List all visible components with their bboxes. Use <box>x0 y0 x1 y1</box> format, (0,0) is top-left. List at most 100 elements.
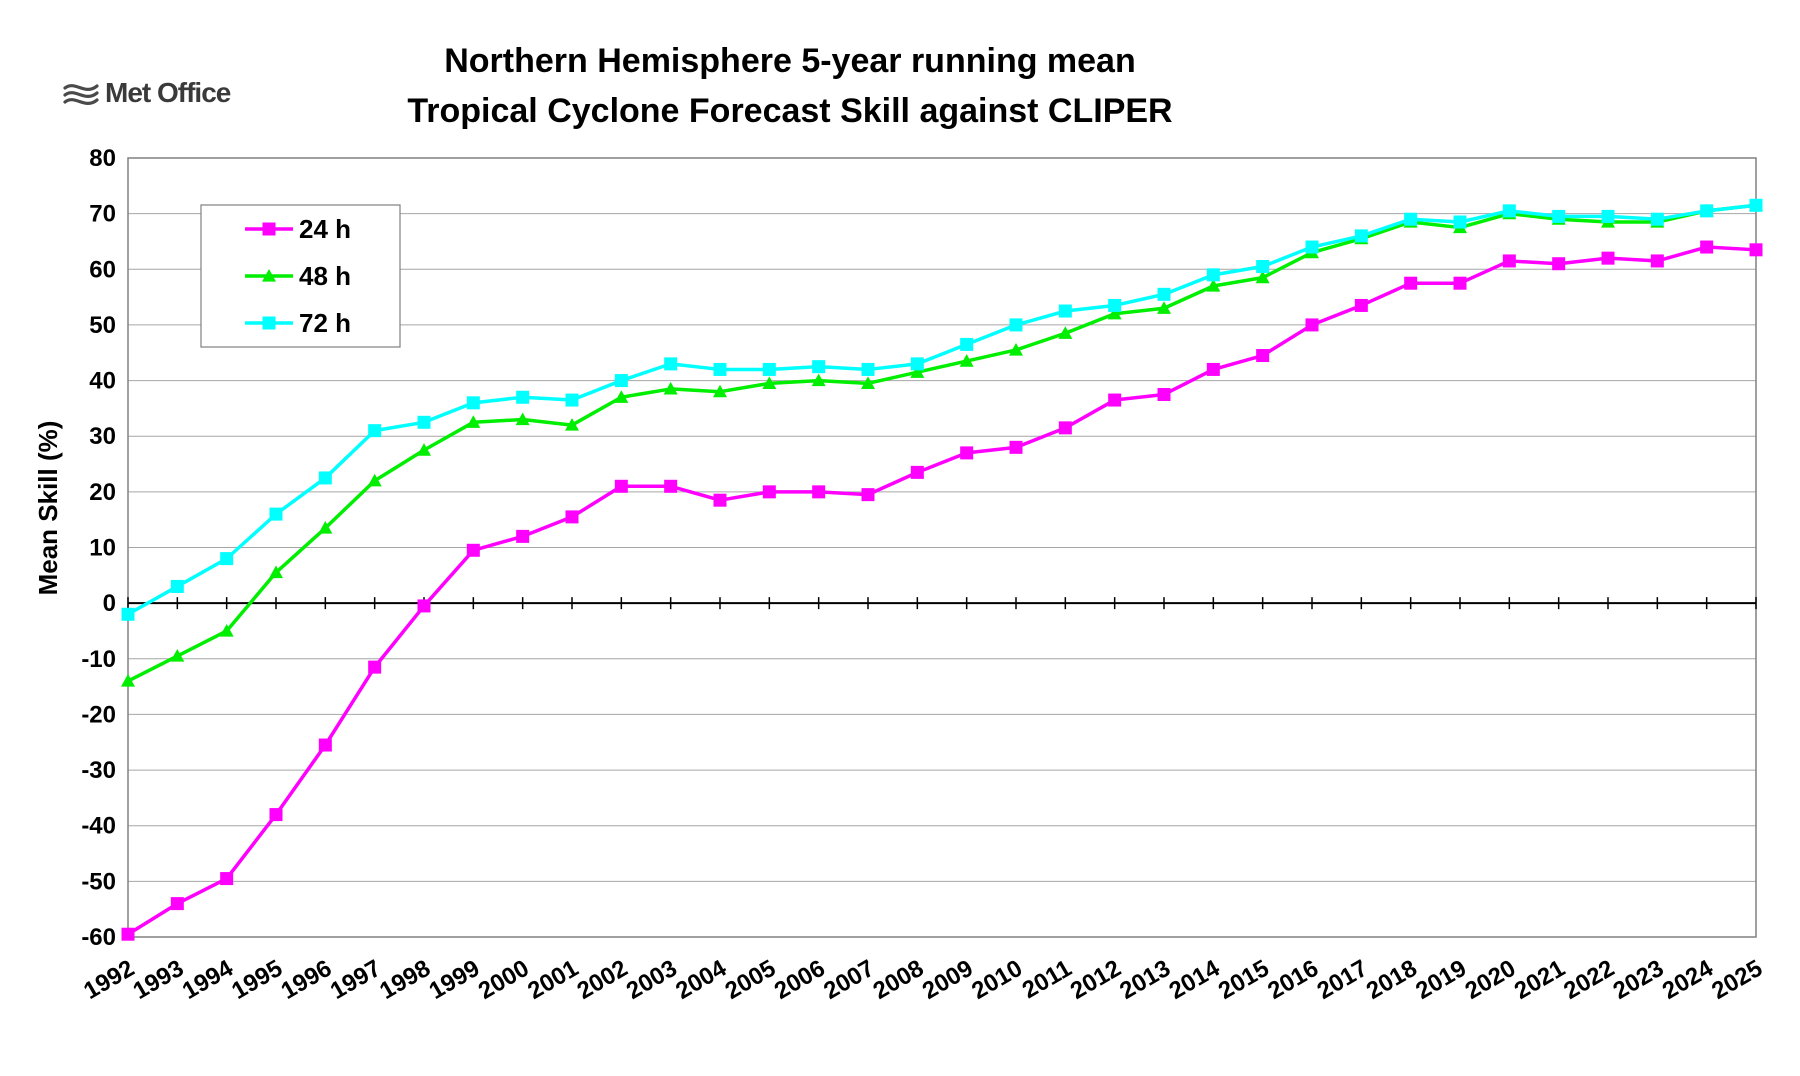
y-tick-label: -20 <box>81 701 116 728</box>
data-point <box>1009 440 1023 454</box>
data-point <box>1650 212 1664 226</box>
data-point <box>170 649 185 662</box>
data-point <box>960 446 974 460</box>
data-point <box>1552 209 1566 223</box>
data-point <box>565 393 579 407</box>
data-point <box>220 872 234 886</box>
y-tick-label: -30 <box>81 757 116 784</box>
data-point <box>1157 387 1171 401</box>
data-point <box>516 390 530 404</box>
data-point <box>1650 254 1664 268</box>
data-point <box>811 373 826 387</box>
data-point <box>1009 318 1023 332</box>
data-point <box>318 738 332 752</box>
series-24h <box>121 240 1763 941</box>
data-point <box>959 354 974 367</box>
y-tick-label: -50 <box>81 868 116 895</box>
data-point <box>1453 215 1467 229</box>
data-point <box>516 529 530 543</box>
data-point <box>1601 209 1615 223</box>
data-point <box>1502 254 1516 268</box>
data-point <box>1749 198 1763 212</box>
data-point <box>565 510 579 524</box>
data-point <box>466 543 480 557</box>
data-point <box>1749 243 1763 257</box>
data-point <box>1255 270 1270 284</box>
legend-label: 24 h <box>299 214 351 244</box>
data-point <box>1354 229 1368 243</box>
data-point <box>417 443 431 456</box>
data-point <box>1305 318 1319 332</box>
legend: 24 h 48 h 72 h <box>200 204 401 348</box>
data-point <box>1404 212 1418 226</box>
data-point <box>269 507 283 521</box>
data-point <box>762 362 776 376</box>
y-tick-label: 40 <box>89 368 116 395</box>
data-point <box>367 473 382 487</box>
plot-area: 80706050403020100-10-20-30-40-50-6019921… <box>79 145 1767 1005</box>
data-point <box>762 376 777 389</box>
data-point <box>1700 240 1714 254</box>
data-point <box>1305 240 1319 254</box>
met-office-logo: Met Office <box>63 77 232 108</box>
data-point <box>713 384 727 398</box>
data-point <box>1108 298 1122 312</box>
plot-border <box>127 157 1757 938</box>
data-point <box>1206 362 1220 376</box>
y-tick-label: -40 <box>81 813 116 840</box>
y-tick-label: 50 <box>89 312 116 339</box>
legend-label: 72 h <box>299 308 351 338</box>
data-point <box>910 365 925 378</box>
data-point <box>1256 349 1270 363</box>
data-point <box>1601 251 1615 265</box>
data-point <box>1256 260 1270 274</box>
x-tick-label: 2025 <box>1707 955 1767 1005</box>
chart-title: Northern Hemisphere 5-year running mean <box>444 42 1136 80</box>
series-line <box>127 203 1757 683</box>
data-point <box>368 424 382 438</box>
data-point <box>1058 421 1072 435</box>
data-point <box>121 607 135 621</box>
data-point <box>1206 268 1220 282</box>
data-point <box>170 579 184 593</box>
series-72h <box>121 198 1763 621</box>
data-point <box>1404 276 1418 290</box>
data-point <box>318 471 332 485</box>
data-point <box>269 565 283 579</box>
data-point <box>861 488 875 502</box>
y-axis-title: Mean Skill (%) <box>33 421 63 596</box>
y-tick-label: 60 <box>89 256 116 283</box>
data-point <box>664 357 678 371</box>
legend-item: 24 h <box>245 214 351 244</box>
y-tick-label: -60 <box>81 924 116 951</box>
data-point <box>466 415 481 428</box>
data-point <box>713 493 727 507</box>
data-point <box>664 479 678 493</box>
y-tick-label: -10 <box>81 646 116 673</box>
data-point <box>220 552 234 566</box>
chart-subtitle: Tropical Cyclone Forecast Skill against … <box>407 92 1172 130</box>
data-point <box>614 390 629 403</box>
logo-text: Met Office <box>105 77 231 108</box>
legend-box <box>200 204 401 348</box>
data-point <box>861 362 875 376</box>
data-point <box>368 660 382 674</box>
y-tick-label: 10 <box>89 535 116 562</box>
legend-marker <box>262 222 276 236</box>
data-point <box>1157 287 1171 301</box>
data-point <box>1157 301 1171 314</box>
y-tick-label: 0 <box>103 590 116 617</box>
data-point <box>121 674 135 687</box>
data-point <box>1206 278 1221 292</box>
data-point <box>1107 306 1122 320</box>
legend-item: 72 h <box>245 308 351 338</box>
data-point <box>269 808 283 822</box>
y-tick-label: 70 <box>89 201 116 228</box>
series-line <box>127 203 1757 616</box>
data-point <box>515 412 530 426</box>
data-point <box>417 415 431 429</box>
data-point <box>812 485 826 499</box>
series-line <box>127 245 1757 936</box>
data-point <box>1354 298 1368 312</box>
